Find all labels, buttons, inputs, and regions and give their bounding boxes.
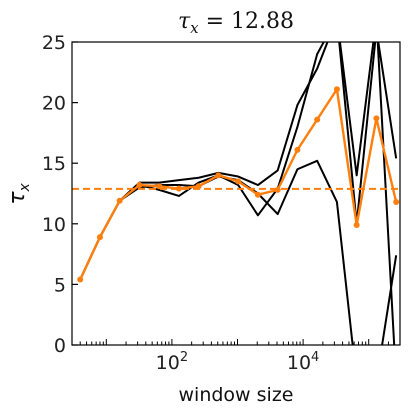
y-tick-label: 15	[42, 153, 66, 175]
title-value: = 12.88	[199, 9, 294, 34]
estimate-point	[175, 185, 182, 192]
x-axis-label: window size	[179, 384, 294, 406]
estimate-point	[353, 222, 360, 229]
y-axis-label: τx	[5, 183, 33, 205]
estimate-point	[373, 115, 380, 122]
plot-frame	[71, 41, 401, 346]
chart-title: τx = 12.88	[178, 9, 294, 37]
estimate-point	[235, 178, 242, 185]
estimate-point	[195, 183, 202, 190]
estimate-point	[136, 182, 143, 189]
estimate-point	[156, 183, 163, 190]
y-tick-label: 5	[54, 274, 66, 296]
x-tick-exponent: 2	[180, 350, 188, 365]
estimate-point	[393, 198, 400, 205]
title-tau: τ	[178, 9, 191, 34]
x-tick-label: 102	[156, 350, 188, 374]
estimate-point	[294, 146, 301, 153]
chain-series-line	[79, 42, 396, 345]
estimate-point	[77, 276, 84, 283]
x-tick-label: 104	[287, 350, 319, 374]
estimate-point	[215, 172, 222, 179]
ylabel-tau: τ	[5, 191, 30, 205]
estimate-point	[274, 186, 281, 193]
estimate-point	[254, 191, 261, 198]
estimate-point	[333, 86, 340, 93]
chain-series-line	[79, 42, 398, 280]
estimate-point	[96, 234, 103, 241]
series-layer	[72, 42, 400, 345]
estimate-point	[314, 116, 321, 123]
title-subscript: x	[190, 19, 199, 37]
y-tick-label: 10	[42, 214, 66, 236]
y-tick-label: 20	[42, 93, 66, 115]
y-tick-label: 25	[42, 32, 66, 54]
y-tick-label: 0	[54, 335, 66, 357]
x-tick-base: 10	[287, 352, 311, 374]
estimate-point	[116, 197, 123, 204]
x-tick-exponent: 4	[311, 350, 319, 365]
x-tick-base: 10	[156, 352, 180, 374]
ylabel-subscript: x	[17, 183, 33, 193]
